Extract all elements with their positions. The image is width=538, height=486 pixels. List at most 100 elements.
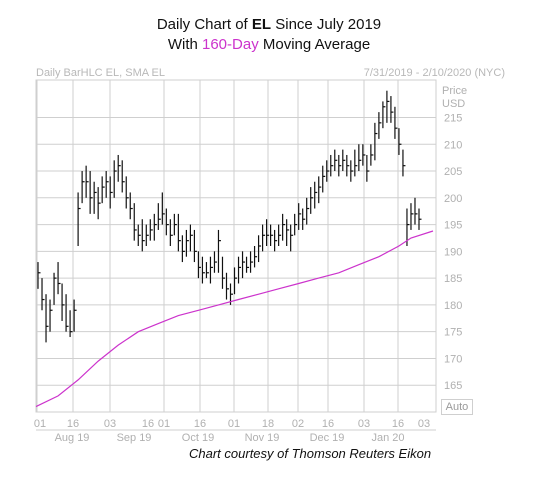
y-tick-label: 165 <box>444 380 462 392</box>
price-bar <box>390 96 394 123</box>
y-tick-label: 170 <box>444 353 462 365</box>
chart-header-left: Daily BarHLC EL, SMA EL <box>36 67 165 79</box>
price-bar <box>342 149 346 172</box>
y-axis: 165 170 175 180 185 190 195 200 205 210 215 <box>444 112 462 392</box>
x-tick-label: 16 <box>392 418 404 430</box>
price-bar <box>350 160 354 182</box>
x-tick-label: 02 <box>292 418 304 430</box>
y-tick-label: 195 <box>444 220 462 232</box>
price-bar <box>53 272 57 305</box>
price-bar <box>113 160 117 198</box>
price-bar <box>225 272 229 300</box>
chart-title-line-1: Daily Chart of EL Since July 2019 <box>0 16 538 33</box>
price-bar <box>49 299 53 332</box>
price-bar <box>57 262 61 295</box>
x-tick-label: 03 <box>358 418 370 430</box>
price-bar <box>41 278 45 311</box>
price-bar <box>253 246 258 268</box>
price-bar <box>318 176 322 204</box>
y-tick-label: 210 <box>444 139 462 151</box>
x-tick-label: 03 <box>418 418 430 430</box>
price-bar <box>133 203 137 241</box>
price-bar <box>265 219 270 246</box>
price-bar <box>278 224 282 246</box>
price-bar <box>85 165 89 198</box>
subtitle-suffix: Moving Average <box>258 36 371 53</box>
chart-header-right: 7/31/2019 - 2/10/2020 (NYC) <box>363 67 505 79</box>
price-bar <box>366 154 370 182</box>
x-month-label: Aug 19 <box>55 432 90 444</box>
price-bar <box>89 171 93 214</box>
price-bar <box>394 106 398 139</box>
subtitle-highlight: 160-Day <box>202 36 259 53</box>
price-bar <box>330 154 334 177</box>
price-bar <box>290 224 294 252</box>
price-bar <box>414 197 418 225</box>
price-bar <box>249 251 254 273</box>
price-bar <box>125 176 129 209</box>
price-bar <box>370 144 374 166</box>
chart-credit: Chart courtesy of Thomson Reuters Eikon <box>189 446 432 461</box>
price-bar <box>398 128 402 155</box>
price-bars <box>37 90 422 343</box>
auto-scale-button[interactable]: Auto <box>441 399 473 415</box>
plot-frame <box>35 79 437 413</box>
price-bar <box>129 192 133 220</box>
price-bar <box>354 149 358 177</box>
price-bar <box>165 208 169 236</box>
price-bar <box>314 181 318 209</box>
price-bar <box>402 149 406 177</box>
price-bar <box>65 294 69 332</box>
x-month-label: Dec 19 <box>310 432 345 444</box>
price-bar <box>374 122 378 161</box>
price-bar <box>334 149 338 172</box>
price-bar <box>181 235 185 263</box>
price-bar <box>173 213 177 236</box>
price-bar <box>286 219 290 246</box>
price-bar <box>45 294 49 343</box>
price-bar <box>169 219 173 246</box>
price-bar <box>410 203 414 230</box>
price-bar <box>141 219 145 252</box>
price-bar <box>298 203 302 230</box>
price-bar <box>322 165 326 193</box>
x-month-label: Nov 19 <box>245 432 280 444</box>
price-bar <box>137 224 141 246</box>
price-bar <box>37 262 41 289</box>
price-bar <box>93 181 97 214</box>
price-bar <box>386 90 390 123</box>
price-bar <box>261 224 266 252</box>
title-ticker: EL <box>251 16 272 33</box>
price-bar <box>233 267 238 295</box>
price-bar <box>197 251 201 279</box>
price-bar <box>201 256 205 284</box>
y-tick-label: 215 <box>444 112 462 124</box>
price-bar <box>73 299 77 332</box>
x-tick-label: 16 <box>67 418 79 430</box>
price-bar <box>157 203 161 230</box>
price-bar <box>213 251 217 273</box>
price-bar <box>105 171 109 198</box>
price-bar <box>306 197 310 225</box>
price-bar <box>382 101 386 129</box>
x-tick-label: 01 <box>158 418 170 430</box>
title-suffix: Since July 2019 <box>271 16 382 33</box>
y-tick-label: 200 <box>444 193 462 205</box>
price-bar <box>378 112 382 139</box>
price-bar <box>418 208 422 230</box>
price-bar <box>282 213 286 241</box>
price-bar <box>101 176 105 204</box>
price-bar <box>358 144 362 172</box>
price-bar <box>270 224 274 246</box>
price-bar <box>338 154 342 177</box>
y-tick-label: 205 <box>444 166 462 178</box>
price-bar <box>310 187 314 214</box>
price-bar <box>185 229 189 257</box>
price-bar <box>193 229 197 263</box>
chart-title-line-2: With 160-Day Moving Average <box>0 36 538 53</box>
sma-line-group <box>35 230 434 408</box>
x-axis: 01 16 03 16 01 16 01 18 02 16 03 16 03 Aug 19 Sep 19 Oc… <box>34 418 436 444</box>
currency-axis-label: USD <box>442 98 466 110</box>
price-bar <box>257 235 262 263</box>
